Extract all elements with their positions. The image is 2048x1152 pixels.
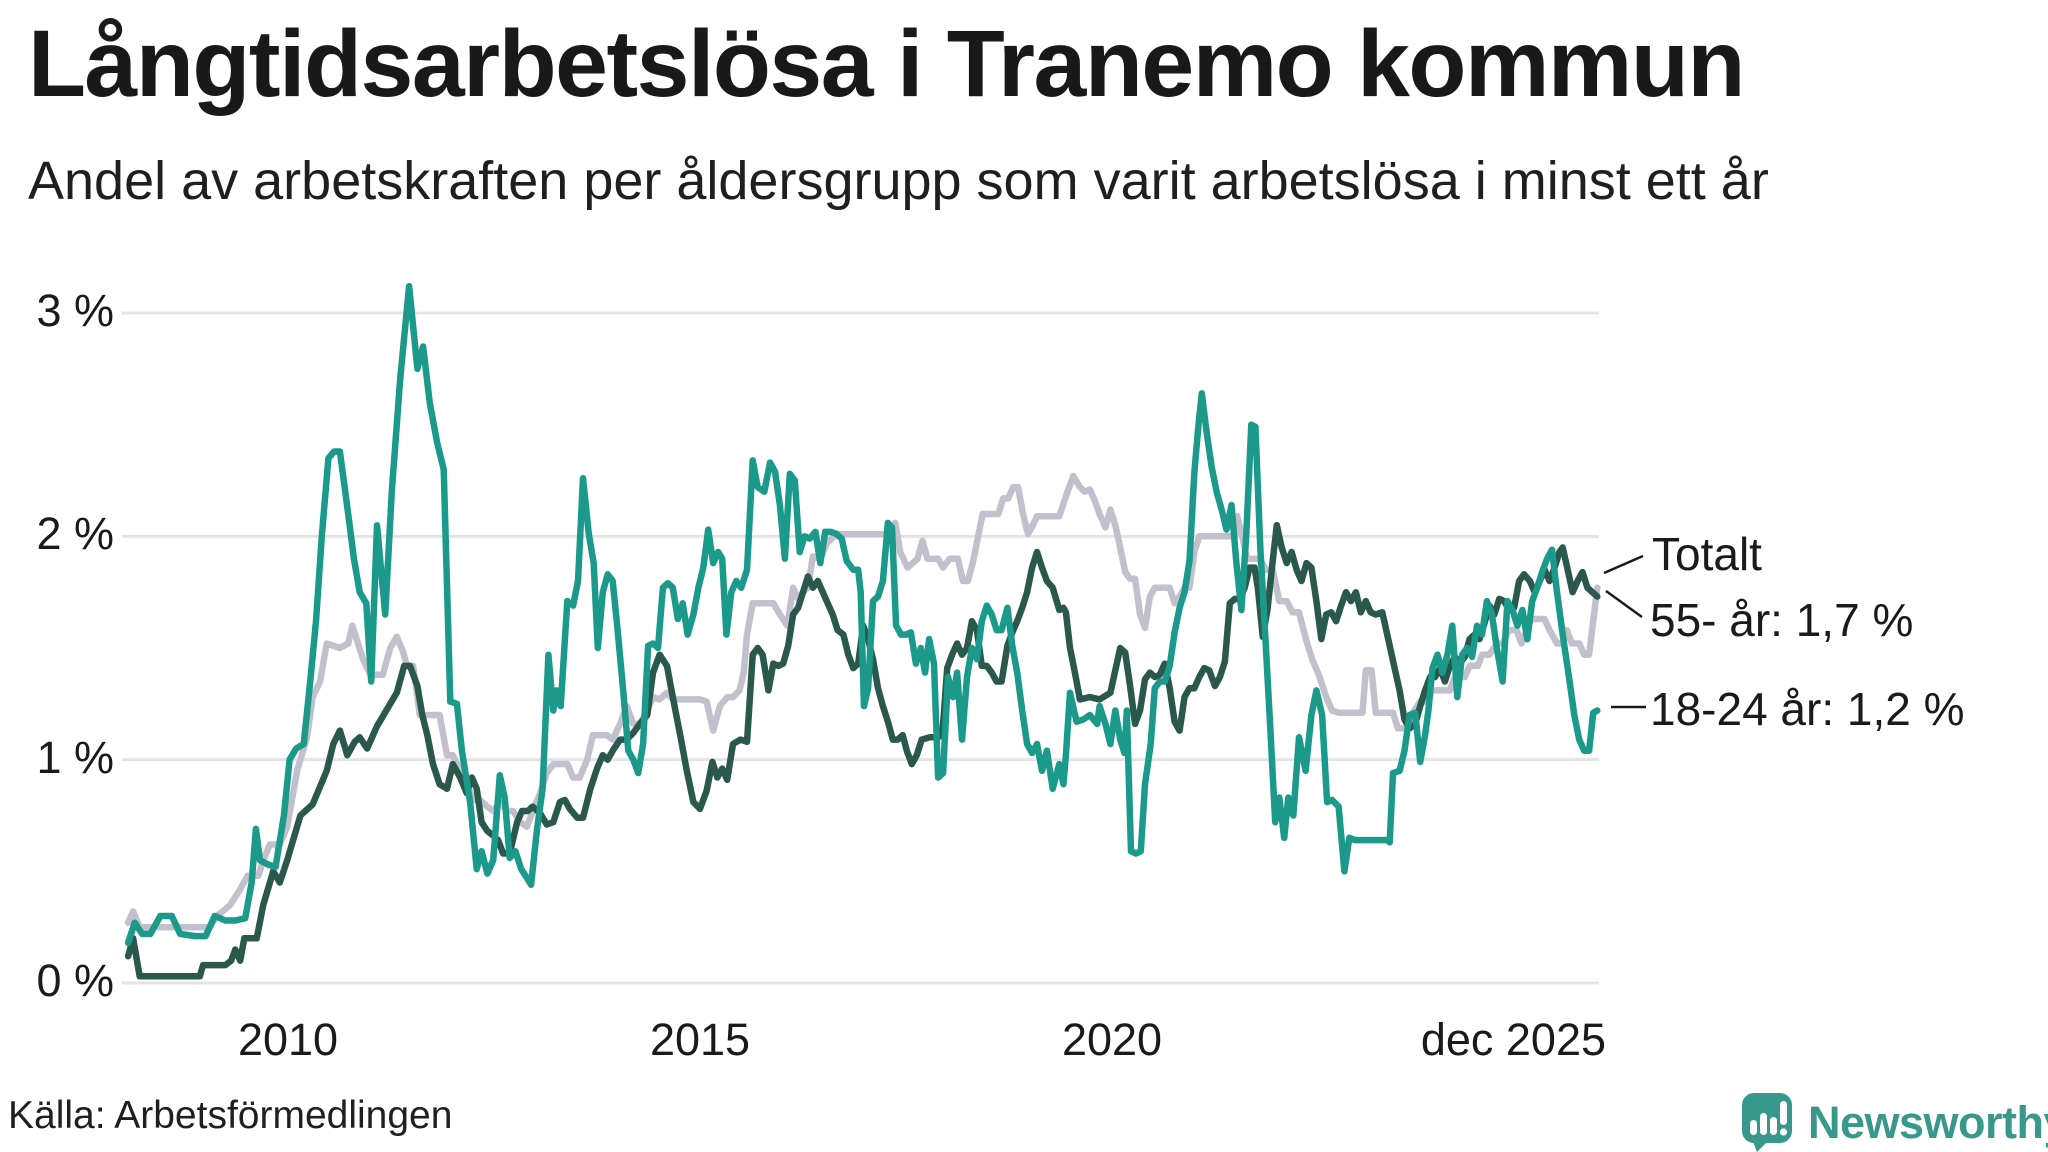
y-tick-label: 0 % [36,954,114,1006]
speech-bubble-bar-chart-icon [1742,1093,1792,1152]
x-tick-label: 2010 [237,1014,339,1065]
legend-leader-lines [1603,554,1646,709]
y-tick-label: 3 % [36,284,114,336]
leader-line-55 [1605,589,1643,619]
series-end-label-totalt: Totalt [1652,528,1762,580]
source-note: Källa: Arbetsförmedlingen [8,1094,453,1137]
x-tick-label: dec 2025 [1420,1014,1606,1065]
newsworthy-logo: Newsworthy [1742,1093,2048,1152]
y-tick-label: 2 % [36,508,114,560]
series-lines [124,282,1601,980]
page-title: Långtidsarbetslösa i Tranemo kommun [28,11,1745,117]
series-end-label-18-24: 18-24 år: 1,2 % [1650,683,1965,735]
leader-line-totalt [1603,554,1644,575]
y-tick-label: 1 % [36,731,114,783]
series-line-totalt [124,472,1601,931]
newsworthy-wordmark: Newsworthy [1808,1096,2048,1148]
x-tick-label: 2020 [1061,1014,1163,1065]
series-end-label-55: 55- år: 1,7 % [1650,594,1914,646]
series-line-55-r [124,521,1601,980]
series-line-18-24-r [124,282,1601,947]
page-subtitle: Andel av arbetskraften per åldersgrupp s… [28,151,1769,211]
gridlines [122,311,1599,985]
x-tick-label: 2015 [649,1014,751,1065]
